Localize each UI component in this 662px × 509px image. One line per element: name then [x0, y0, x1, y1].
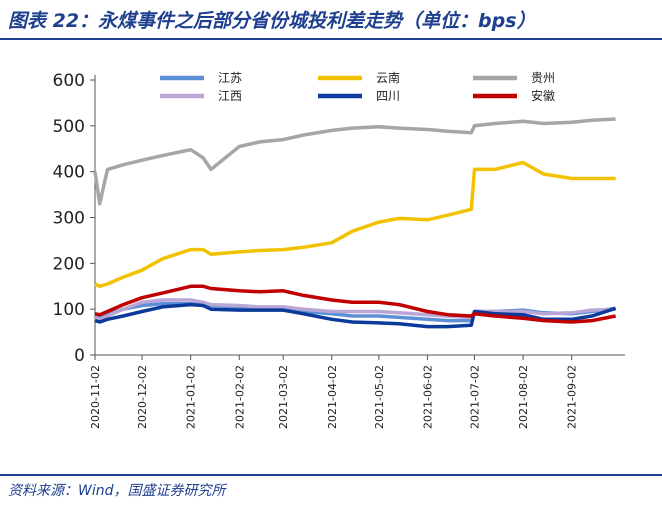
source-note: 资料来源：Wind，国盛证券研究所	[8, 483, 226, 499]
legend-label: 江西	[218, 89, 242, 103]
series-line-安徽	[94, 284, 616, 324]
y-tick-label: 400	[53, 163, 85, 183]
line-chart: 0 100 200 300 400 500 600 2020-11-02 2020-12-02 2…	[53, 70, 625, 429]
series-line-云南	[94, 160, 616, 289]
legend-label: 四川	[376, 89, 400, 103]
y-tick-label: 600	[53, 71, 85, 91]
footer-divider	[0, 474, 662, 476]
x-tick-label: 2021-04-02	[326, 365, 339, 429]
title-divider	[0, 38, 662, 40]
chart-axes: 0 100 200 300 400 500 600 2020-11-02 2020-12-02 2…	[53, 71, 625, 429]
y-tick-label: 100	[53, 300, 85, 320]
legend-label: 安徽	[531, 88, 555, 103]
x-tick-label: 2021-03-02	[277, 365, 290, 429]
y-tick-label: 500	[53, 117, 85, 137]
y-tick-label: 200	[53, 254, 85, 274]
series-line-四川	[94, 302, 617, 329]
series-line-江西	[94, 298, 616, 322]
x-tick-label: 2020-11-02	[89, 365, 102, 429]
legend-label: 云南	[376, 70, 400, 85]
chart-title: 图表 22：永煤事件之后部分省份城投利差走势（单位：bps）	[8, 10, 536, 32]
x-tick-label: 2021-08-02	[517, 365, 530, 429]
legend-label: 贵州	[531, 71, 555, 85]
x-tick-label: 2020-12-02	[136, 365, 149, 429]
x-tick-label: 2021-05-02	[373, 365, 386, 429]
x-tick-label: 2021-01-02	[185, 365, 198, 429]
legend-label: 江苏	[218, 71, 242, 85]
x-tick-label: 2021-06-02	[421, 365, 434, 429]
y-tick-label: 0	[74, 346, 85, 366]
y-tick-label: 300	[53, 209, 85, 229]
series-line-贵州	[93, 117, 616, 206]
x-tick-label: 2021-09-02	[566, 365, 579, 429]
chart-series	[93, 117, 617, 329]
x-tick-label: 2021-02-02	[233, 365, 246, 429]
x-tick-label: 2021-07-02	[468, 365, 481, 429]
